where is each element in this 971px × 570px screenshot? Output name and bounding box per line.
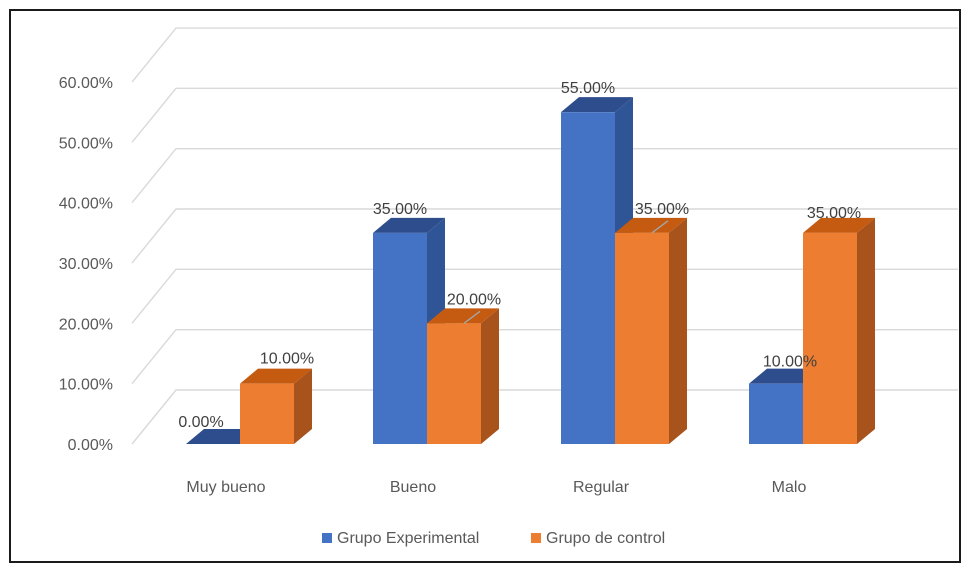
y-tick-label: 30.00% — [59, 256, 113, 273]
data-label: 20.00% — [447, 291, 501, 308]
legend-label: Grupo de control — [546, 530, 665, 547]
gridline — [131, 27, 958, 83]
chart-frame — [9, 9, 961, 563]
y-tick-label: 50.00% — [59, 135, 113, 152]
legend: Grupo Experimental Grupo de control — [322, 530, 665, 547]
bar — [615, 217, 687, 444]
gridline — [131, 389, 958, 445]
legend-item: Grupo Experimental — [322, 530, 479, 547]
y-tick-label: 40.00% — [59, 196, 113, 213]
x-axis: Muy bueno Bueno Regular Malo — [186, 479, 806, 496]
legend-item: Grupo de control — [531, 530, 665, 547]
bar — [240, 368, 312, 444]
leader-line — [463, 310, 481, 324]
data-label: 35.00% — [373, 201, 427, 218]
data-labels: 0.00% 10.00% 35.00% 20.00% 55.00% 35.00% 10.00… — [178, 80, 861, 431]
legend-swatch — [531, 533, 541, 543]
bar — [373, 217, 445, 444]
data-label: 35.00% — [807, 205, 861, 222]
gridline — [131, 328, 958, 385]
legend-label: Grupo Experimental — [337, 530, 479, 547]
category-label: Muy bueno — [186, 479, 265, 496]
bar — [427, 308, 499, 444]
y-tick-label: 10.00% — [59, 377, 113, 394]
y-tick-label: 20.00% — [59, 316, 113, 333]
data-label: 55.00% — [561, 80, 615, 97]
category-label: Regular — [573, 479, 630, 496]
gridline — [131, 208, 958, 264]
bars — [186, 97, 875, 444]
data-label: 35.00% — [635, 201, 689, 218]
gridline — [131, 147, 958, 204]
y-tick-label: 60.00% — [59, 75, 113, 92]
gridlines — [131, 27, 958, 445]
bar — [803, 217, 875, 444]
legend-swatch — [322, 533, 332, 543]
y-axis: 0.00% 10.00% 20.00% 30.00% 40.00% 50.00% 60.00… — [59, 75, 113, 454]
category-label: Malo — [772, 479, 807, 496]
gridline — [131, 268, 958, 324]
leader-line — [651, 220, 669, 234]
category-label: Bueno — [390, 479, 436, 496]
gridline — [131, 87, 958, 143]
data-label: 10.00% — [260, 351, 314, 368]
y-tick-label: 0.00% — [68, 437, 113, 454]
data-label: 0.00% — [178, 414, 223, 431]
data-label: 10.00% — [763, 354, 817, 371]
